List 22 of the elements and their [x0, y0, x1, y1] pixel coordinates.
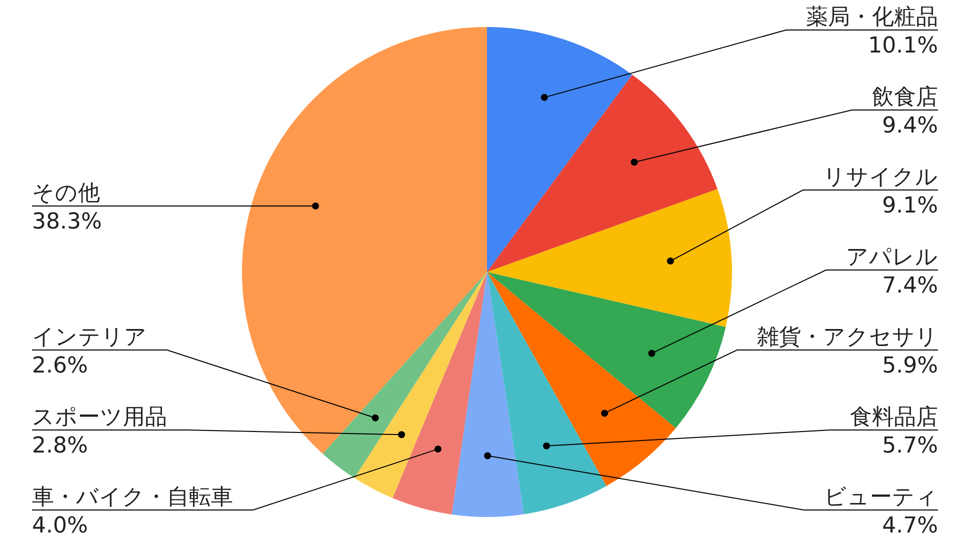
slice-label: スポーツ用品 [32, 405, 167, 430]
data-label: 4.7% [882, 514, 938, 539]
slice-label: 食料品店 [850, 405, 938, 430]
slice-label: インテリア [32, 325, 147, 350]
slice-label: ビューティ [824, 485, 938, 510]
data-label: 38.3% [32, 210, 102, 235]
slice-label: 車・バイク・自転車 [32, 485, 233, 510]
slice-label: アパレル [846, 245, 938, 270]
data-label: 9.4% [882, 114, 938, 139]
data-label: 9.1% [882, 194, 938, 219]
slice-label: その他 [32, 180, 100, 206]
data-label: 4.0% [32, 514, 88, 539]
slice-label: 薬局・化粧品 [806, 5, 938, 30]
slice-label: 飲食店 [872, 85, 938, 110]
data-label: 10.1% [868, 34, 938, 59]
data-label: 2.8% [32, 434, 88, 459]
data-label: 5.9% [882, 354, 938, 379]
data-label: 2.6% [32, 354, 88, 379]
slice-label: 雑貨・アクセサリ [757, 325, 938, 350]
slice-label: リサイクル [823, 165, 938, 190]
data-label: 7.4% [882, 274, 938, 299]
data-label: 5.7% [882, 434, 938, 459]
